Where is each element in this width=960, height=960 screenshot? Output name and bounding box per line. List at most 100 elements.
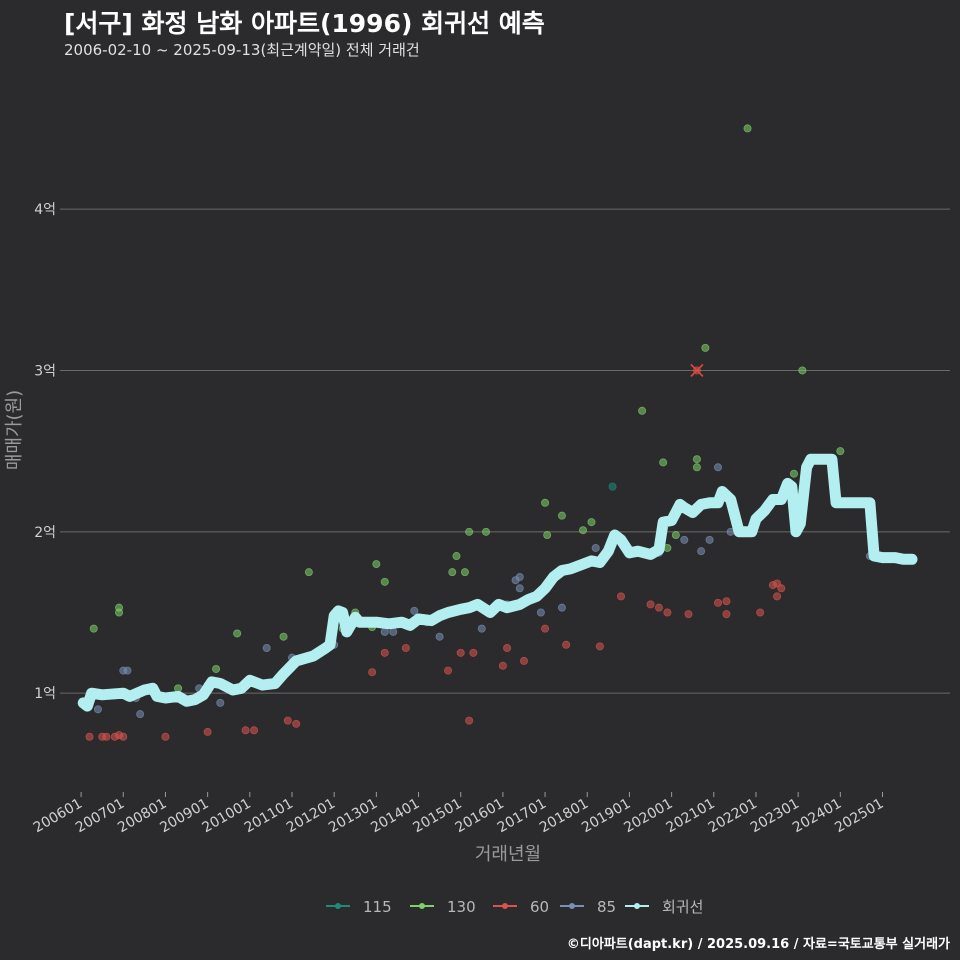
point-130 — [671, 531, 680, 540]
point-115 — [608, 482, 617, 491]
point-130 — [460, 568, 469, 577]
legend-item-115: 115 — [326, 898, 392, 916]
point-60 — [465, 716, 474, 725]
point-60 — [654, 603, 663, 612]
y-tick-label: 3억 — [34, 363, 56, 379]
point-60 — [777, 584, 786, 593]
legend-label: 130 — [447, 898, 476, 916]
point-130 — [789, 469, 798, 478]
point-60 — [380, 648, 389, 657]
y-tick-label: 4억 — [34, 202, 56, 218]
point-130 — [701, 343, 710, 352]
point-130 — [557, 511, 566, 520]
point-60 — [503, 644, 512, 653]
point-85 — [435, 632, 444, 641]
point-60 — [203, 727, 212, 736]
point-85 — [557, 603, 566, 612]
point-85 — [536, 608, 545, 617]
point-85 — [380, 627, 389, 636]
legend-item-회귀선: 회귀선 — [625, 898, 703, 916]
legend-swatch-dot — [502, 903, 508, 909]
point-60 — [456, 648, 465, 657]
legend-item-130: 130 — [410, 898, 476, 916]
x-tick-labels: 2006012007012008012009012010012011012012… — [31, 792, 887, 836]
y-tick-labels: 1억 2억 3억 4억 — [34, 202, 56, 702]
legend-item-60: 60 — [493, 898, 549, 916]
point-130 — [233, 629, 242, 638]
point-60 — [102, 732, 111, 741]
y-tick-label: 2억 — [34, 525, 56, 541]
point-60 — [714, 598, 723, 607]
chart-subtitle: 2006-02-10 ~ 2025-09-13(최근계약일) 전체 거래건 — [64, 41, 420, 59]
point-60 — [85, 732, 94, 741]
point-60 — [722, 610, 731, 619]
point-85 — [389, 627, 398, 636]
point-60 — [616, 592, 625, 601]
point-130 — [465, 527, 474, 536]
point-85 — [216, 698, 225, 707]
legend-swatch-dot — [419, 903, 425, 909]
point-130 — [541, 498, 550, 507]
highlight-marker — [690, 363, 704, 378]
point-60 — [722, 597, 731, 606]
legend-label: 60 — [530, 898, 549, 916]
legend: 115 130 60 85 회귀선 — [326, 898, 703, 916]
point-60 — [684, 610, 693, 619]
point-130 — [174, 684, 183, 693]
point-85 — [515, 584, 524, 593]
legend-item-85: 85 — [560, 898, 616, 916]
point-85 — [93, 705, 102, 714]
legend-label: 회귀선 — [662, 898, 703, 916]
point-130 — [212, 664, 221, 673]
point-60 — [498, 661, 507, 670]
point-85 — [591, 543, 600, 552]
point-130 — [380, 577, 389, 586]
y-axis-label: 매매가(원) — [4, 390, 25, 470]
point-130 — [115, 603, 124, 612]
point-60 — [401, 644, 410, 653]
point-130 — [89, 624, 98, 633]
point-85 — [410, 606, 419, 615]
point-60 — [562, 640, 571, 649]
point-60 — [241, 726, 250, 735]
point-130 — [798, 366, 807, 375]
point-130 — [543, 531, 552, 540]
point-60 — [368, 668, 377, 677]
point-130 — [448, 568, 457, 577]
footer-credit: ©디아파트(dapt.kr) / 2025.09.16 / 자료=국토교통부 실… — [566, 937, 950, 952]
point-60 — [119, 732, 128, 741]
scatter-points — [85, 124, 874, 741]
point-130 — [836, 447, 845, 456]
regression-line — [77, 453, 918, 712]
point-85 — [697, 547, 706, 556]
point-85 — [705, 535, 714, 544]
point-60 — [444, 666, 453, 675]
legend-label: 115 — [363, 898, 392, 916]
y-tick-label: 1억 — [34, 686, 56, 702]
point-60 — [595, 642, 604, 651]
point-130 — [279, 632, 288, 641]
point-130 — [638, 406, 647, 415]
point-60 — [663, 608, 672, 617]
point-85 — [680, 535, 689, 544]
point-130 — [587, 518, 596, 527]
legend-swatch-dot — [569, 903, 575, 909]
point-130 — [372, 560, 381, 569]
point-85 — [515, 573, 524, 582]
point-85 — [477, 624, 486, 633]
highlight-x-stroke — [690, 363, 704, 378]
point-130 — [579, 526, 588, 535]
point-60 — [161, 732, 170, 741]
point-85 — [714, 463, 723, 472]
point-130 — [659, 458, 668, 467]
point-60 — [756, 608, 765, 617]
point-60 — [541, 624, 550, 633]
point-130 — [743, 124, 752, 133]
point-60 — [292, 719, 301, 728]
point-130 — [304, 568, 313, 577]
x-axis-label: 거래년월 — [475, 844, 541, 865]
point-60 — [283, 716, 292, 725]
point-130 — [692, 463, 701, 472]
point-85 — [136, 710, 145, 719]
